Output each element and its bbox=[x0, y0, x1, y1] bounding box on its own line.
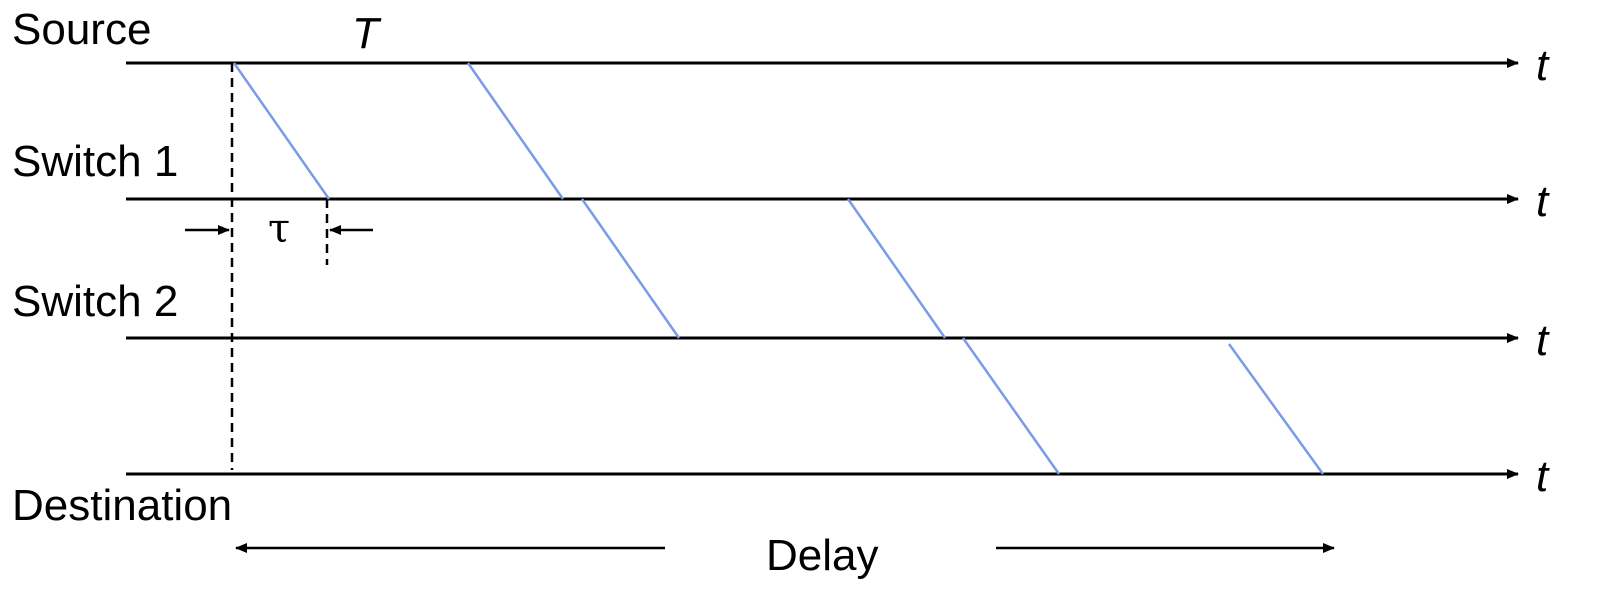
source-label: Source bbox=[12, 5, 151, 54]
delay-label: Delay bbox=[766, 531, 879, 580]
switch1-label: Switch 1 bbox=[12, 137, 178, 186]
packet-start-switch1-to-switch2 bbox=[580, 198, 681, 339]
packet-time-label: T bbox=[352, 9, 382, 58]
packet-start-source-to-switch1 bbox=[232, 62, 331, 200]
switch2-label: Switch 2 bbox=[12, 277, 178, 326]
destination-label: Destination bbox=[12, 481, 232, 530]
switch2-t-label: t bbox=[1536, 316, 1550, 365]
source-t-label: t bbox=[1536, 41, 1550, 90]
packet-end-source-to-switch1 bbox=[466, 62, 565, 200]
packet-end-switch2-to-destination bbox=[1227, 343, 1325, 475]
tau-label: τ bbox=[268, 206, 290, 252]
destination-t-label: t bbox=[1536, 452, 1550, 501]
switch1-t-label: t bbox=[1536, 177, 1550, 226]
packet-start-switch2-to-destination bbox=[961, 337, 1061, 475]
packet-end-switch1-to-switch2 bbox=[846, 198, 947, 339]
